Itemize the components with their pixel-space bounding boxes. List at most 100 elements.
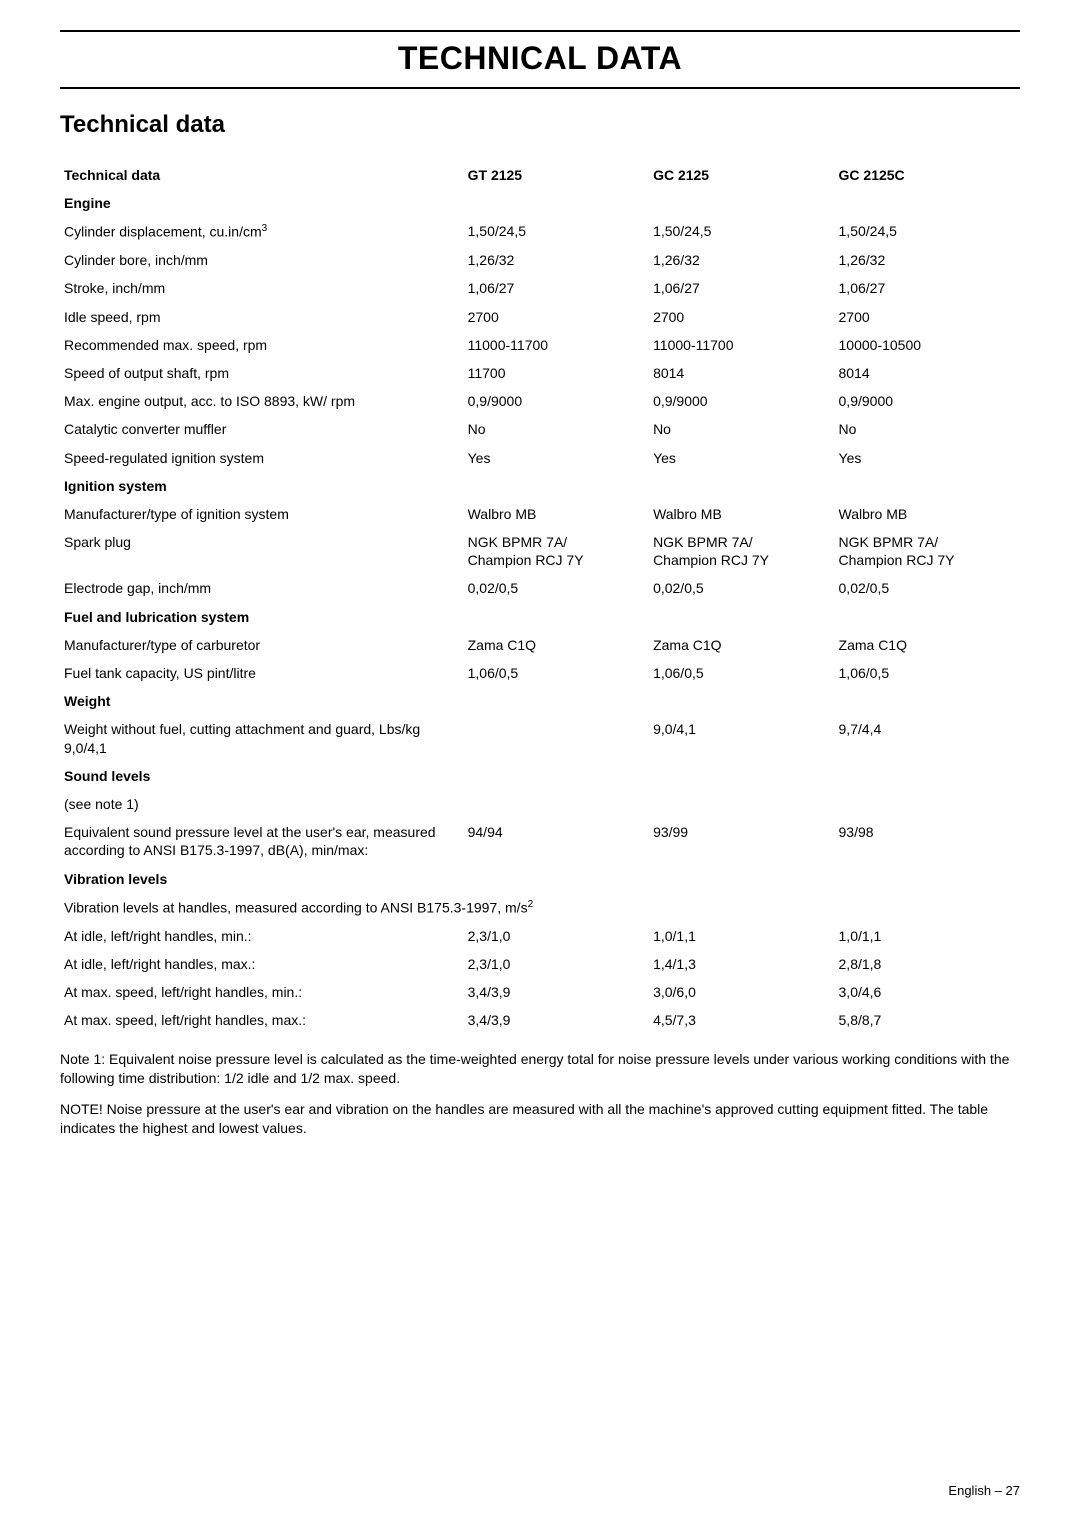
table-row: Speed-regulated ignition system Yes Yes … [60,444,1020,472]
title-rule-top [60,30,1020,32]
row-c1: 11000-11700 [464,331,649,359]
row-c1: 1,06/0,5 [464,659,649,687]
row-c1: 94/94 [464,818,649,864]
section-row: Ignition system [60,472,1020,500]
spec-table: Technical data GT 2125 GC 2125 GC 2125C … [60,161,1020,1034]
table-row: At idle, left/right handles, max.: 2,3/1… [60,950,1020,978]
table-row: Cylinder bore, inch/mm 1,26/32 1,26/32 1… [60,246,1020,274]
row-label: Cylinder displacement, cu.in/cm3 [60,217,464,246]
row-c2: Yes [649,444,834,472]
row-c2: NGK BPMR 7A/Champion RCJ 7Y [649,528,834,574]
spark-c2-line2: Champion RCJ 7Y [653,552,769,568]
table-row: At max. speed, left/right handles, min.:… [60,978,1020,1006]
row-c1: 1,50/24,5 [464,217,649,246]
row-label: At idle, left/right handles, min.: [60,922,464,950]
section-title: Technical data [60,111,1020,139]
row-c3: 1,26/32 [835,246,1020,274]
row-c3: 0,02/0,5 [835,574,1020,602]
row-c1: 2,3/1,0 [464,950,649,978]
row-label: Catalytic converter muffler [60,415,464,443]
vib-desc-text: Vibration levels at handles, measured ac… [64,899,528,915]
row-c3: 2700 [835,303,1020,331]
spark-c1-line1: NGK BPMR 7A/ [468,534,568,550]
row-c3: 1,50/24,5 [835,217,1020,246]
vibration-desc: Vibration levels at handles, measured ac… [60,893,1020,922]
row-c3: 3,0/4,6 [835,978,1020,1006]
spark-c2-line1: NGK BPMR 7A/ [653,534,753,550]
section-row: Engine [60,189,1020,217]
row-label: Speed-regulated ignition system [60,444,464,472]
table-row: Catalytic converter muffler No No No [60,415,1020,443]
table-row: (see note 1) [60,790,1020,818]
header-label: Technical data [60,161,464,189]
row-c2: 93/99 [649,818,834,864]
table-row: Recommended max. speed, rpm 11000-11700 … [60,331,1020,359]
row-label: Stroke, inch/mm [60,274,464,302]
title-rule-bottom [60,87,1020,89]
row-c2: No [649,415,834,443]
row-c2: 11000-11700 [649,331,834,359]
row-c3: 1,0/1,1 [835,922,1020,950]
section-engine: Engine [60,189,1020,217]
row-c1: Zama C1Q [464,631,649,659]
table-row: Vibration levels at handles, measured ac… [60,893,1020,922]
row-c1: Yes [464,444,649,472]
row-label: Spark plug [60,528,464,574]
row-c2: 1,0/1,1 [649,922,834,950]
row-c3: 1,06/0,5 [835,659,1020,687]
spark-c1-line2: Champion RCJ 7Y [468,552,584,568]
table-row: Max. engine output, acc. to ISO 8893, kW… [60,387,1020,415]
section-ignition: Ignition system [60,472,1020,500]
see-note-label: (see note 1) [60,790,1020,818]
table-header-row: Technical data GT 2125 GC 2125 GC 2125C [60,161,1020,189]
table-row: Spark plug NGK BPMR 7A/Champion RCJ 7Y N… [60,528,1020,574]
row-label: Fuel tank capacity, US pint/litre [60,659,464,687]
row-c3: 9,7/4,4 [835,715,1020,761]
row-c1: 1,06/27 [464,274,649,302]
row-label: At max. speed, left/right handles, max.: [60,1006,464,1034]
spark-c3-line2: Champion RCJ 7Y [839,552,955,568]
section-sound: Sound levels [60,762,1020,790]
footer-lang: English [948,1483,991,1498]
row-label: Speed of output shaft, rpm [60,359,464,387]
header-col2: GC 2125 [649,161,834,189]
row-c2: 2700 [649,303,834,331]
row-c2: 1,26/32 [649,246,834,274]
section-row: Sound levels [60,762,1020,790]
table-row: At max. speed, left/right handles, max.:… [60,1006,1020,1034]
row-label: Weight without fuel, cutting attachment … [60,715,464,761]
row-c3: 1,06/27 [835,274,1020,302]
table-row: Idle speed, rpm 2700 2700 2700 [60,303,1020,331]
section-fuel: Fuel and lubrication system [60,603,1020,631]
row-c1: 0,9/9000 [464,387,649,415]
table-row: Equivalent sound pressure level at the u… [60,818,1020,864]
note-1: Note 1: Equivalent noise pressure level … [60,1050,1020,1088]
table-row: Manufacturer/type of ignition system Wal… [60,500,1020,528]
row-c3: Yes [835,444,1020,472]
row-c3: No [835,415,1020,443]
footer-page-number: 27 [1006,1483,1020,1498]
row-c3: 93/98 [835,818,1020,864]
section-weight: Weight [60,687,1020,715]
table-row: At idle, left/right handles, min.: 2,3/1… [60,922,1020,950]
table-row: Electrode gap, inch/mm 0,02/0,5 0,02/0,5… [60,574,1020,602]
page-footer: English – 27 [948,1483,1020,1498]
section-row: Fuel and lubrication system [60,603,1020,631]
row-c1: 11700 [464,359,649,387]
row-label: At max. speed, left/right handles, min.: [60,978,464,1006]
row-c3: Zama C1Q [835,631,1020,659]
section-vibration: Vibration levels [60,865,1020,893]
row-c3: 5,8/8,7 [835,1006,1020,1034]
section-row: Weight [60,687,1020,715]
note-2: NOTE! Noise pressure at the user's ear a… [60,1100,1020,1138]
table-row: Fuel tank capacity, US pint/litre 1,06/0… [60,659,1020,687]
row-c3: Walbro MB [835,500,1020,528]
row-c3: 0,9/9000 [835,387,1020,415]
row-label: Manufacturer/type of ignition system [60,500,464,528]
header-col3: GC 2125C [835,161,1020,189]
row-label-sup: 3 [262,223,268,234]
row-label: Max. engine output, acc. to ISO 8893, kW… [60,387,464,415]
vib-desc-sup: 2 [528,899,534,910]
row-c2: Walbro MB [649,500,834,528]
row-c1: Walbro MB [464,500,649,528]
